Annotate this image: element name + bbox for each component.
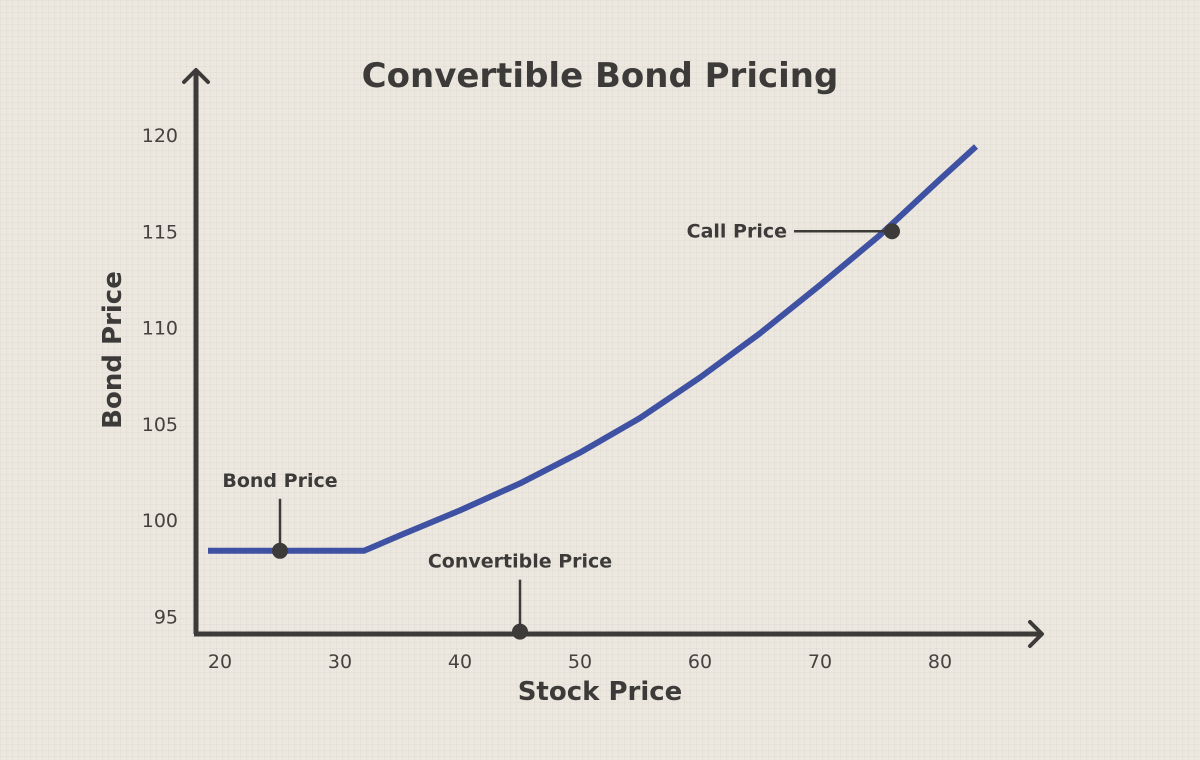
x-axis-arrow [1028,620,1044,648]
x-axis-label: Stock Price [518,677,683,707]
y-axis-ticks: 95 100 105 110 115 120 [142,125,178,628]
x-tick-label: 20 [208,651,232,673]
y-tick-label: 95 [154,606,178,628]
x-tick-label: 70 [808,651,832,673]
annotation: Bond Price [222,470,338,559]
axes [182,68,1044,648]
price-curve [208,144,979,554]
x-tick-label: 40 [448,651,472,673]
x-axis-ticks: 20 30 40 50 60 70 80 [208,651,952,673]
annotation-label: Call Price [687,220,787,242]
y-tick-label: 110 [142,318,178,340]
series-layer [208,144,979,554]
annotation-marker [512,623,528,640]
annotation-marker [884,223,900,240]
x-tick-label: 50 [568,651,592,673]
y-axis-arrow [182,68,210,84]
annotation: Call Price [687,220,900,242]
x-tick-label: 60 [688,651,712,673]
chart-title: Convertible Bond Pricing [362,56,839,96]
y-axis-label: Bond Price [98,271,128,429]
x-tick-label: 30 [328,651,352,673]
annotation-marker [272,542,288,559]
annotation-label: Convertible Price [428,551,612,573]
y-tick-label: 120 [142,125,178,147]
y-tick-label: 115 [142,221,178,243]
y-tick-label: 105 [142,414,178,436]
annotation-label: Bond Price [222,470,337,492]
annotations: Bond Price Convertible Price Call Price [222,220,900,640]
y-tick-label: 100 [142,510,178,532]
annotation: Convertible Price [428,551,612,640]
x-tick-label: 80 [928,651,952,673]
